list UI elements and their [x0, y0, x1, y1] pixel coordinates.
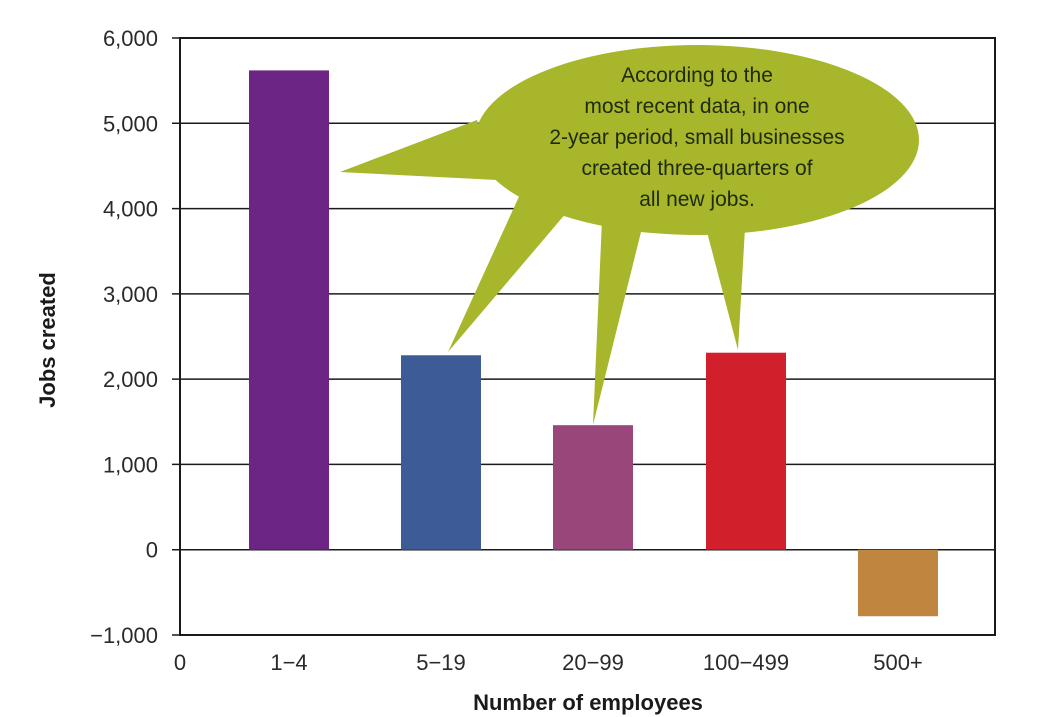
callout-text-line: According to the: [621, 64, 773, 87]
y-tick-label: 4,000: [103, 197, 158, 222]
bar: [249, 70, 329, 550]
callout-pointer: [448, 190, 567, 352]
callout-text-line: all new jobs.: [639, 188, 755, 211]
x-tick-labels: 0 1−4 5−19 20−99 100−499 500+: [174, 650, 923, 675]
y-tick-label: −1,000: [90, 623, 158, 648]
callout-text-line: 2-year period, small businesses: [549, 126, 844, 149]
plot-border: [179, 37, 996, 636]
annotation-callout: According to the most recent data, in one…: [340, 45, 919, 425]
bar: [858, 549, 938, 617]
bar: [706, 352, 786, 550]
callout-text-line: most recent data, in one: [584, 95, 809, 118]
callout-pointer: [340, 120, 497, 180]
x-tick-label: 100−499: [703, 650, 789, 675]
callout-pointer: [707, 228, 745, 350]
x-tick-label: 1−4: [270, 650, 307, 675]
y-tick-label: 2,000: [103, 367, 158, 392]
y-tick-labels: −1,000 0 1,000 2,000 3,000 4,000 5,000 6,000: [90, 26, 158, 648]
x-axis-title: Number of employees: [473, 690, 703, 715]
x-tick-label: 500+: [873, 650, 923, 675]
y-tick-label: 3,000: [103, 282, 158, 307]
y-axis-title: Jobs created: [35, 272, 60, 408]
bar: [553, 425, 633, 550]
bars: [249, 70, 938, 617]
y-tick-label: 0: [146, 538, 158, 563]
plot-frame: [179, 37, 996, 636]
callout-pointer: [593, 220, 642, 425]
y-tick-label: 5,000: [103, 111, 158, 136]
callout-bubble: [475, 45, 919, 235]
x-tick-label: 5−19: [416, 650, 466, 675]
callout-text-line: created three-quarters of: [581, 157, 812, 180]
y-tick-label: 1,000: [103, 452, 158, 477]
x-tick-label: 20−99: [562, 650, 624, 675]
x-origin-label: 0: [174, 650, 186, 675]
y-tick-label: 6,000: [103, 26, 158, 51]
bar: [401, 355, 481, 550]
